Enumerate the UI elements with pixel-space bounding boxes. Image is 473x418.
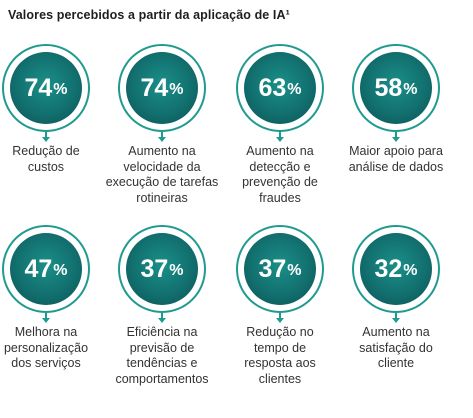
connector-line	[395, 313, 397, 319]
stat-unit: %	[287, 262, 302, 279]
stat-badge: 74%	[2, 44, 90, 142]
badge-ring	[118, 225, 206, 313]
stat-label: Aumento na detecção e prevenção de fraudes	[242, 144, 318, 205]
badge-disc: 32%	[360, 233, 432, 305]
connector-line	[161, 313, 163, 319]
connector-line	[279, 313, 281, 319]
arrow-down-icon	[276, 318, 284, 323]
stat-item: 37% Redução no tempo de resposta aos cliente…	[221, 225, 339, 387]
stat-unit: %	[169, 262, 184, 279]
stat-badge: 58%	[352, 44, 440, 142]
badge-disc: 74%	[10, 52, 82, 124]
stat-label: Melhora na personalização dos serviços	[3, 325, 89, 370]
stat-label: Redução no tempo de resposta aos clientes	[244, 325, 316, 386]
stat-badge: 63%	[236, 44, 324, 142]
badge-ring	[352, 225, 440, 313]
connector-line	[45, 313, 47, 319]
stat-unit: %	[169, 81, 184, 98]
badge-disc: 47%	[10, 233, 82, 305]
stat-badge: 37%	[236, 225, 324, 323]
stat-item: 63% Aumento na detecção e prevenção de fraud…	[221, 44, 339, 206]
stat-item: 74% Aumento na velocidade da execução de ta…	[103, 44, 221, 206]
connector-line	[45, 132, 47, 138]
badge-ring	[352, 44, 440, 132]
stat-badge: 47%	[2, 225, 90, 323]
stat-badge: 32%	[352, 225, 440, 323]
badge-ring	[236, 44, 324, 132]
stat-item: 32% Aumento na satisfação do cliente	[337, 225, 455, 372]
stat-item: 47% Melhora na personalização dos serviços	[0, 225, 105, 372]
arrow-down-icon	[392, 318, 400, 323]
arrow-down-icon	[42, 318, 50, 323]
badge-disc: 74%	[126, 52, 198, 124]
stat-value: 47	[24, 254, 53, 283]
badge-ring	[118, 44, 206, 132]
stat-label: Eficiência na previsão de tendências e comp…	[115, 325, 209, 386]
stat-unit: %	[287, 81, 302, 98]
stat-unit: %	[403, 262, 418, 279]
badge-disc: 37%	[126, 233, 198, 305]
stat-value: 58	[374, 73, 403, 102]
arrow-down-icon	[158, 137, 166, 142]
stat-label: Maior apoio para análise de dados	[348, 144, 444, 174]
stat-value: 32	[374, 254, 403, 283]
badge-ring	[236, 225, 324, 313]
badge-disc: 58%	[360, 52, 432, 124]
stat-badge: 37%	[118, 225, 206, 323]
stat-item: 58% Maior apoio para análise de dados	[337, 44, 455, 175]
stat-label: Aumento na velocidade da execução de taref…	[105, 144, 219, 205]
connector-line	[279, 132, 281, 138]
chart-title: Valores percebidos a partir da aplicação…	[8, 8, 290, 22]
stat-item: 74% Redução de custos	[0, 44, 105, 175]
stat-value: 63	[258, 73, 287, 102]
arrow-down-icon	[42, 137, 50, 142]
arrow-down-icon	[158, 318, 166, 323]
connector-line	[161, 132, 163, 138]
badge-disc: 37%	[244, 233, 316, 305]
arrow-down-icon	[276, 137, 284, 142]
stat-unit: %	[403, 81, 418, 98]
stat-unit: %	[53, 262, 68, 279]
connector-line	[395, 132, 397, 138]
badge-disc: 63%	[244, 52, 316, 124]
badge-ring	[2, 44, 90, 132]
arrow-down-icon	[392, 137, 400, 142]
stat-label: Redução de custos	[12, 144, 80, 174]
stat-value: 74	[140, 73, 169, 102]
stat-label: Aumento na satisfação do cliente	[359, 325, 433, 370]
stat-unit: %	[53, 81, 68, 98]
badge-ring	[2, 225, 90, 313]
stat-value: 74	[24, 73, 53, 102]
stat-value: 37	[140, 254, 169, 283]
stat-badge: 74%	[118, 44, 206, 142]
stat-value: 37	[258, 254, 287, 283]
